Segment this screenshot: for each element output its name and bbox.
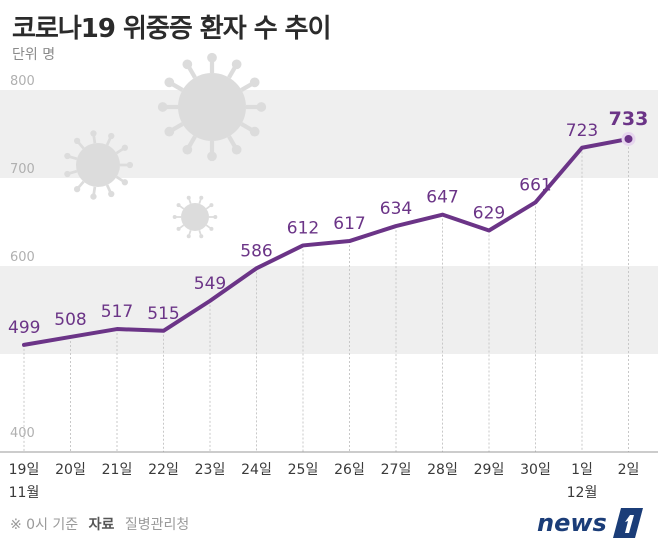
x-tick-label: 21일 [102, 462, 133, 478]
data-label: 508 [54, 310, 86, 330]
source-note: ※ 0시 기준 자료 질병관리청 [10, 514, 189, 534]
x-tick-label: 2일 [618, 462, 640, 478]
data-label: 634 [380, 199, 412, 219]
x-tick-label: 19일 [9, 462, 40, 478]
data-label: 647 [426, 188, 458, 208]
data-label: 723 [566, 121, 598, 141]
x-tick-label: 20일 [55, 462, 86, 478]
source-label: 자료 [88, 517, 115, 533]
data-label: 661 [519, 175, 551, 195]
chart-title: 코로나19 위중증 환자 수 추이 [12, 14, 332, 44]
x-tick-label: 24일 [241, 462, 272, 478]
virus-icon [157, 52, 267, 162]
news1-logo: news [537, 508, 643, 538]
x-tick-label: 28일 [427, 462, 458, 478]
data-label: 549 [194, 274, 226, 294]
y-tick-label: 600 [10, 250, 35, 265]
y-tick-label: 700 [10, 162, 35, 177]
background-band-1 [0, 266, 658, 354]
y-tick-label: 400 [10, 426, 35, 441]
x-tick-label: 26일 [334, 462, 365, 478]
data-label: 733 [609, 108, 649, 130]
unit-label: 단위 명 [12, 47, 56, 63]
data-point [621, 131, 636, 146]
x-tick-label: 29일 [474, 462, 505, 478]
y-tick-label: 800 [10, 74, 35, 89]
logo-text: news [537, 509, 607, 537]
x-tick-label: 23일 [195, 462, 226, 478]
x-tick-label: 30일 [520, 462, 551, 478]
data-label: 517 [101, 302, 133, 322]
virus-icon [172, 195, 218, 239]
x-tick-label: 1일 [571, 462, 593, 478]
virus-icon [64, 130, 134, 200]
series-line [22, 136, 631, 347]
source-org: 질병관리청 [124, 517, 190, 533]
x-tick-label: 25일 [288, 462, 319, 478]
data-label: 515 [147, 304, 179, 324]
data-label: 612 [287, 218, 319, 238]
data-label: 617 [333, 214, 365, 234]
x-tick-label: 22일 [148, 462, 179, 478]
data-label: 586 [240, 241, 272, 261]
data-label: 629 [473, 203, 505, 223]
x-tick-label: 27일 [381, 462, 412, 478]
data-label: 499 [8, 318, 40, 338]
month-label: 12월 [567, 485, 598, 501]
source-basis: ※ 0시 기준 [10, 517, 79, 533]
month-label: 11월 [9, 485, 40, 501]
